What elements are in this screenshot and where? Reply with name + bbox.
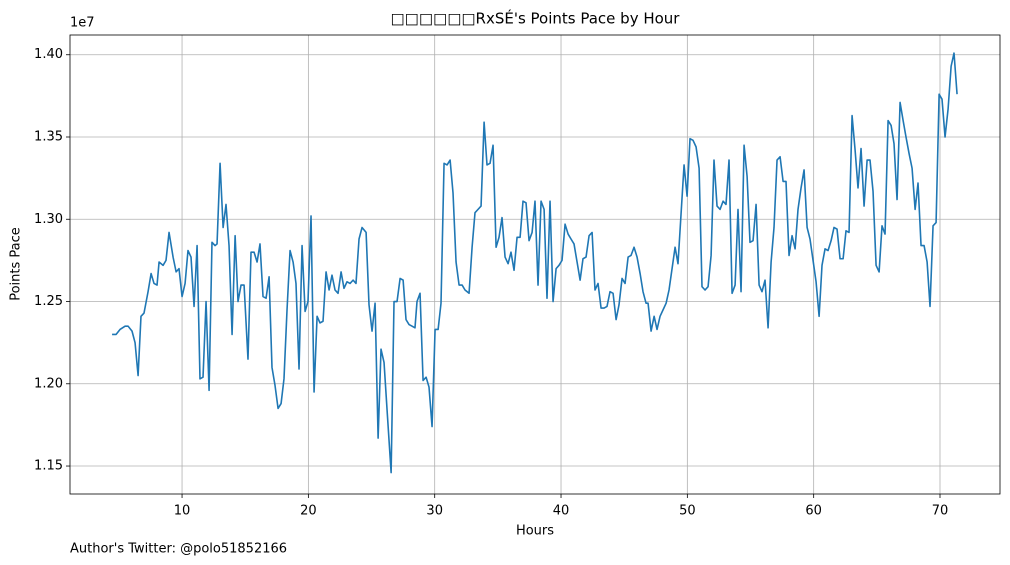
x-tick-label: 40	[553, 504, 570, 519]
x-tick-label: 50	[679, 504, 696, 519]
y-offset-label: 1e7	[70, 16, 95, 31]
y-axis-label: Points Pace	[9, 227, 24, 301]
y-tick-label: 1.20	[34, 376, 63, 391]
y-tick-label: 1.40	[34, 47, 63, 62]
data-line	[112, 52, 958, 474]
y-tick-label: 1.25	[34, 294, 63, 309]
chart-title: □□□□□□RxSÉ's Points Pace by Hour	[391, 9, 681, 28]
y-tick-label: 1.35	[34, 130, 63, 145]
x-tick-label: 30	[426, 504, 443, 519]
footer: Author's Twitter: @polo51852166	[70, 542, 287, 557]
x-tick-label: 60	[805, 504, 822, 519]
x-tick-label: 70	[932, 504, 949, 519]
x-tick-label: 20	[300, 504, 317, 519]
y-tick-label: 1.15	[34, 459, 63, 474]
x-tick-label: 10	[174, 504, 191, 519]
plot-frame	[69, 34, 1001, 495]
y-tick-label: 1.30	[34, 212, 63, 227]
x-axis-label: Hours	[516, 524, 554, 539]
